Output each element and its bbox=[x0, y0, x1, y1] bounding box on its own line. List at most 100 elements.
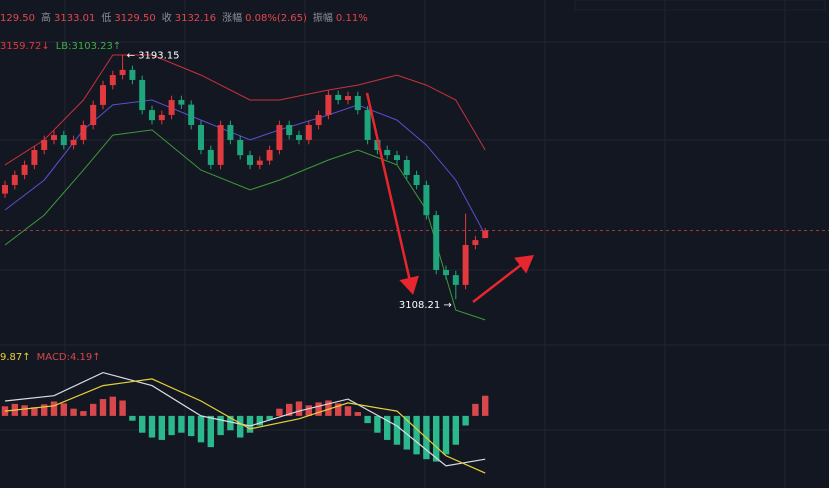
macd-bar bbox=[413, 415, 420, 455]
candle-body bbox=[354, 96, 361, 111]
macd-bar bbox=[129, 415, 136, 421]
candle-body bbox=[198, 125, 204, 150]
candle-body bbox=[305, 125, 312, 140]
macd-bar bbox=[276, 408, 283, 416]
candle-body bbox=[403, 160, 410, 175]
candle-body bbox=[462, 244, 469, 285]
macd-bar bbox=[197, 415, 205, 443]
plot: 3159.72↓ LB:3103.23↑ ← 3193.15 3108.21 → 9.8… bbox=[0, 41, 829, 474]
header-value: 3129.50 bbox=[114, 13, 155, 24]
macd-bar bbox=[452, 415, 459, 445]
band-line bbox=[4, 99, 486, 236]
macd-bar bbox=[70, 408, 77, 416]
candle-body bbox=[119, 69, 126, 76]
candle-body bbox=[325, 94, 332, 115]
candle-body bbox=[149, 110, 155, 121]
candle-body bbox=[237, 139, 244, 156]
header-value: 129.50 bbox=[0, 13, 35, 24]
macd-bar bbox=[384, 415, 391, 440]
macd-bar bbox=[364, 415, 371, 424]
legend-text: MACD:4.19↑ bbox=[37, 352, 101, 363]
candle-body bbox=[433, 215, 440, 270]
macd-bar bbox=[139, 415, 146, 433]
macd-line bbox=[4, 371, 486, 467]
macd-bar bbox=[246, 415, 254, 433]
candle-body bbox=[158, 114, 165, 121]
candle-body bbox=[423, 185, 430, 216]
candle-body bbox=[364, 110, 371, 140]
candle-body bbox=[90, 104, 97, 126]
header-label: 低 bbox=[101, 11, 111, 24]
candle-body bbox=[51, 135, 57, 140]
macd-bar bbox=[256, 415, 263, 426]
candle-body bbox=[256, 160, 263, 165]
macd-bar bbox=[207, 415, 214, 448]
macd-bar bbox=[168, 415, 175, 436]
macd-line bbox=[4, 378, 486, 474]
candle-body bbox=[394, 155, 400, 161]
candle-body bbox=[443, 269, 449, 276]
candle-body bbox=[168, 100, 175, 115]
header-value: 3132.16 bbox=[175, 13, 216, 24]
macd-bar bbox=[315, 402, 322, 416]
candle-body bbox=[207, 149, 214, 165]
legend-text: 3159.72↓ bbox=[0, 41, 50, 52]
candle-body bbox=[188, 104, 195, 126]
candle-body bbox=[139, 79, 146, 111]
macd-bar bbox=[119, 400, 126, 416]
macd-bar bbox=[99, 399, 107, 416]
candle-body bbox=[227, 125, 234, 140]
candle-body bbox=[374, 139, 381, 150]
macd-bar bbox=[227, 415, 234, 431]
macd-bar bbox=[442, 415, 450, 455]
macd-bar bbox=[433, 415, 440, 462]
macd-bar bbox=[266, 415, 273, 420]
candle-body bbox=[335, 94, 342, 101]
macd-bar bbox=[90, 403, 97, 416]
candle-body bbox=[345, 96, 351, 101]
arrow-down bbox=[365, 92, 419, 295]
macd-bar bbox=[393, 415, 401, 445]
macd-bar bbox=[472, 403, 479, 416]
macd-bar bbox=[109, 396, 116, 416]
macd-bar bbox=[354, 412, 361, 416]
candle-body bbox=[70, 139, 77, 146]
candle-body bbox=[452, 275, 459, 285]
candle-body bbox=[266, 149, 273, 161]
candle-body bbox=[472, 240, 479, 245]
macd-bar bbox=[237, 415, 244, 438]
candle-body bbox=[60, 135, 67, 146]
candle-body bbox=[80, 125, 87, 140]
macd-bar bbox=[325, 400, 332, 416]
candle-body bbox=[217, 125, 224, 165]
candle-body bbox=[21, 164, 28, 175]
candle-body bbox=[109, 75, 116, 86]
macd-bar bbox=[482, 395, 489, 416]
macd-bar bbox=[374, 415, 381, 433]
low-annotation: 3108.21 → bbox=[399, 300, 452, 311]
header-value: 3133.01 bbox=[54, 13, 95, 24]
ghost-panel bbox=[574, 0, 826, 11]
candle-body bbox=[2, 185, 8, 194]
header-value: 0.08%(2.65) bbox=[245, 13, 307, 24]
high-annotation: ← 3193.15 bbox=[127, 50, 180, 61]
candle-body bbox=[286, 125, 293, 136]
macd-bar bbox=[31, 407, 38, 416]
header-label: 收 bbox=[162, 11, 172, 24]
macd-bar bbox=[295, 401, 303, 416]
header: 129.50 高 3133.01 低 3129.50 收 3132.16 涨幅 0.08%(2.… bbox=[0, 11, 368, 24]
macd-bar bbox=[335, 403, 342, 416]
macd-bar bbox=[80, 411, 87, 416]
macd-bar bbox=[178, 415, 185, 433]
candle-body bbox=[41, 139, 48, 150]
candle-body bbox=[276, 125, 283, 150]
legend-text: 9.87↑ bbox=[0, 352, 31, 363]
candle-body bbox=[129, 69, 136, 80]
macd-bar bbox=[60, 403, 67, 416]
macd-bar bbox=[286, 403, 293, 416]
band-line bbox=[4, 54, 486, 166]
macd-bar bbox=[50, 401, 58, 416]
